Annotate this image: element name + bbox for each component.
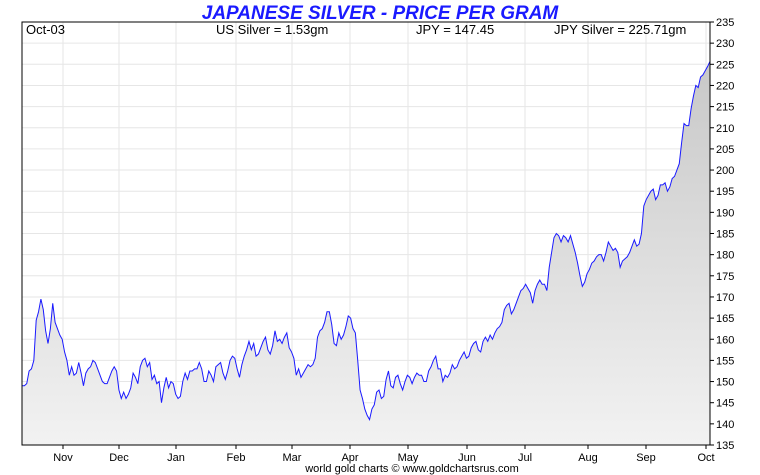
x-tick-label: Apr (341, 452, 358, 464)
y-tick-label: 200 (716, 165, 734, 177)
x-tick-label: Nov (53, 452, 73, 464)
y-tick-label: 155 (716, 355, 734, 367)
us-silver-label: US Silver = 1.53gm (216, 22, 328, 37)
price-line (22, 61, 711, 422)
y-tick-label: 215 (716, 102, 734, 114)
y-tick-label: 180 (716, 250, 734, 262)
y-tick-label: 185 (716, 229, 734, 241)
y-tick-label: 135 (716, 440, 734, 452)
y-axis-ticks: 135 140 145 150 155 160 165 170 175 180 185 190 195 2… (710, 17, 734, 452)
grid (22, 21, 710, 446)
y-tick-label: 205 (716, 144, 734, 156)
x-tick-label: May (398, 452, 419, 464)
y-tick-label: 195 (716, 186, 734, 198)
x-tick-label: Sep (636, 452, 656, 464)
x-tick-label: Mar (283, 452, 302, 464)
x-tick-label: Aug (578, 452, 598, 464)
y-tick-label: 140 (716, 419, 734, 431)
y-tick-label: 160 (716, 334, 734, 346)
x-axis-ticks: Nov Dec Jan Feb Mar Apr May Jun Jul Aug Sep Oct (53, 445, 715, 464)
x-tick-label: Dec (109, 452, 129, 464)
date-label: Oct-03 (26, 22, 65, 37)
y-tick-label: 225 (716, 59, 734, 71)
price-area (22, 61, 710, 446)
y-tick-label: 220 (716, 80, 734, 92)
y-tick-label: 235 (716, 17, 734, 29)
chart-title: JAPANESE SILVER - PRICE PER GRAM (202, 3, 560, 24)
jpy-label: JPY = 147.45 (416, 22, 494, 37)
x-tick-label: Jan (167, 452, 185, 464)
y-tick-label: 230 (716, 38, 734, 50)
price-line-group (22, 61, 711, 422)
y-tick-label: 170 (716, 292, 734, 304)
y-tick-label: 175 (716, 271, 734, 283)
y-tick-label: 165 (716, 313, 734, 325)
x-tick-label: Jun (458, 452, 476, 464)
y-tick-label: 190 (716, 207, 734, 219)
x-tick-label: Jul (518, 452, 532, 464)
y-tick-label: 145 (716, 398, 734, 410)
x-tick-label: Feb (227, 452, 246, 464)
y-tick-label: 150 (716, 377, 734, 389)
x-tick-label: Oct (697, 452, 714, 464)
jpy-silver-label: JPY Silver = 225.71gm (554, 22, 686, 37)
footer-credit: world gold charts © www.goldchartsrus.co… (304, 463, 519, 475)
y-tick-label: 210 (716, 123, 734, 135)
